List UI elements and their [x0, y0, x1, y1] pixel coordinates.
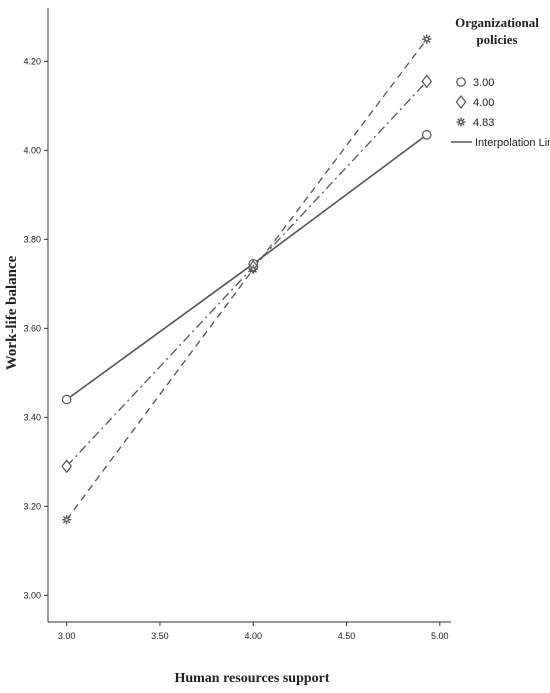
axes — [47, 8, 451, 623]
series-markers — [61, 34, 433, 525]
series-lines — [66, 38, 428, 521]
legend-title: Organizational policies — [455, 15, 539, 47]
series-line-3.00 — [66, 134, 428, 401]
x-tick-label: 3.00 — [58, 631, 76, 641]
y-tick-label: 3.60 — [23, 323, 41, 333]
x-tick-label: 5.00 — [431, 631, 449, 641]
data-point-star-marker — [248, 264, 258, 274]
legend-label: 4.83 — [473, 117, 494, 129]
y-tick-label: 4.20 — [23, 56, 41, 66]
x-tick-label: 4.50 — [338, 631, 356, 641]
legend-circle-icon — [456, 77, 466, 87]
legend-diamond-icon — [455, 95, 467, 109]
x-tick-label: 3.50 — [151, 631, 169, 641]
y-tick-label: 3.20 — [23, 501, 41, 511]
y-tick-label: 4.00 — [23, 145, 41, 155]
y-tick-label: 3.40 — [23, 412, 41, 422]
data-point-star-marker — [422, 34, 432, 44]
series-line-4.00 — [66, 80, 428, 467]
series-line-4.83 — [66, 38, 428, 521]
y-axis-ticks: 3.00 3.20 3.40 3.60 3.80 4.00 4.20 — [23, 56, 48, 600]
legend-star-icon — [456, 117, 466, 127]
legend: Organizational policies 3.00 4.00 4.83 Interp… — [451, 15, 550, 149]
y-axis-title: Work-life balance — [4, 255, 20, 370]
data-point-diamond-marker — [61, 459, 73, 474]
x-axis-title: Human resources support — [174, 671, 329, 686]
y-tick-label: 3.80 — [23, 234, 41, 244]
data-point-circle-marker — [421, 130, 432, 140]
legend-label: 3.00 — [473, 77, 494, 89]
x-axis-ticks: 3.00 3.50 4.00 4.50 5.00 — [58, 622, 449, 641]
y-tick-label: 3.00 — [23, 590, 41, 600]
data-point-diamond-marker — [421, 74, 433, 89]
legend-label: 4.00 — [473, 97, 494, 109]
legend-interpolation-label: Interpolation Line — [475, 137, 550, 149]
x-tick-label: 4.00 — [244, 631, 262, 641]
data-point-circle-marker — [61, 394, 72, 405]
data-point-star-marker — [62, 515, 72, 525]
